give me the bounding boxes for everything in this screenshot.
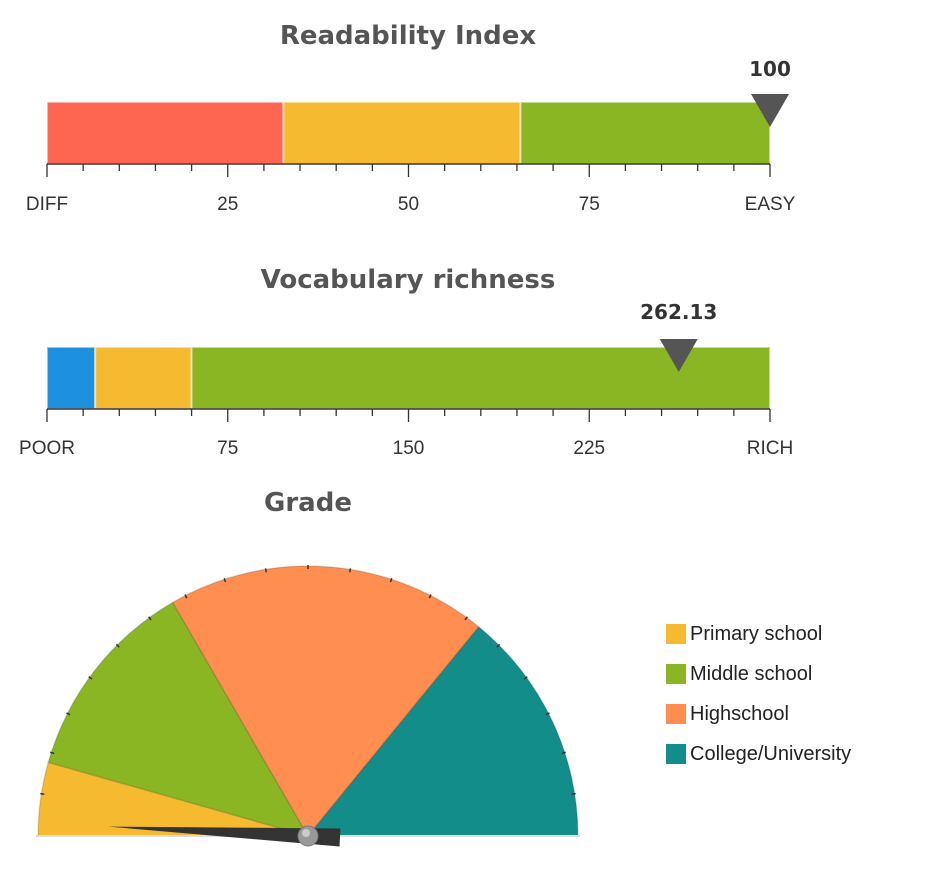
grade-tick — [496, 643, 501, 648]
legend-swatch — [666, 704, 686, 724]
grade-gauge: Grade — [36, 488, 580, 847]
grade-legend: Primary school Middle school Highschool … — [666, 614, 851, 774]
grade-band — [171, 565, 480, 838]
vocabulary-gauge: Vocabulary richness POOR 75 150 225 RICH 262… — [19, 265, 793, 459]
grade-tick — [428, 594, 432, 599]
tick-label: RICH — [747, 438, 793, 459]
gauge-band — [94, 346, 193, 410]
legend-label: Highschool — [690, 702, 789, 725]
legend-swatch — [666, 664, 686, 684]
legend-item-primary-school: Primary school — [666, 614, 851, 654]
readability-title: Readability Index — [280, 21, 537, 51]
tick-label: DIFF — [26, 194, 68, 215]
gauge-band — [46, 101, 285, 165]
tick-label: 25 — [217, 194, 238, 215]
tick-label: 75 — [217, 438, 238, 459]
legend-swatch — [666, 744, 686, 764]
grade-tick — [545, 712, 550, 716]
tick-label: POOR — [19, 438, 75, 459]
grade-tick — [464, 616, 468, 621]
grade-tick — [264, 568, 267, 573]
grade-tick — [115, 643, 120, 648]
grade-tick — [66, 712, 71, 716]
grade-tick — [523, 676, 528, 680]
legend-label: Middle school — [690, 662, 813, 685]
grade-band — [47, 601, 310, 838]
grade-tick — [389, 578, 393, 583]
tick-label: 150 — [393, 438, 425, 459]
legend-label: College/University — [690, 742, 852, 765]
vocabulary-pointer — [659, 339, 698, 372]
tick-label: 50 — [398, 194, 419, 215]
grade-tick — [40, 792, 45, 795]
legend-item-highschool: Highschool — [666, 694, 851, 734]
vocabulary-title: Vocabulary richness — [261, 265, 556, 295]
grade-tick — [148, 616, 152, 621]
tick-label: EASY — [745, 194, 796, 215]
vocabulary-value: 262.13 — [640, 300, 717, 324]
legend-swatch — [666, 624, 686, 644]
grade-title: Grade — [264, 488, 352, 518]
grade-tick — [349, 568, 352, 573]
grade-tick — [561, 751, 566, 755]
grade-tick — [184, 594, 188, 599]
grade-tick — [50, 751, 55, 755]
grade-tick — [223, 578, 227, 583]
legend-item-middle-school: Middle school — [666, 654, 851, 694]
grade-tick — [88, 676, 93, 680]
gauge-band — [46, 346, 97, 410]
grade-tick — [571, 792, 576, 795]
tick-label: 225 — [573, 438, 605, 459]
gauge-band — [519, 101, 771, 165]
tick-label: 75 — [579, 194, 600, 215]
legend-item-college-university: College/University — [666, 734, 851, 774]
grade-needle — [108, 826, 341, 847]
gauge-band — [282, 101, 522, 165]
readability-pointer — [751, 94, 789, 127]
legend-label: Primary school — [690, 622, 823, 645]
readability-value: 100 — [749, 57, 791, 81]
readability-gauge: Readability Index DIFF 25 50 75 EASY 100 — [26, 21, 796, 215]
grade-band — [306, 625, 579, 837]
